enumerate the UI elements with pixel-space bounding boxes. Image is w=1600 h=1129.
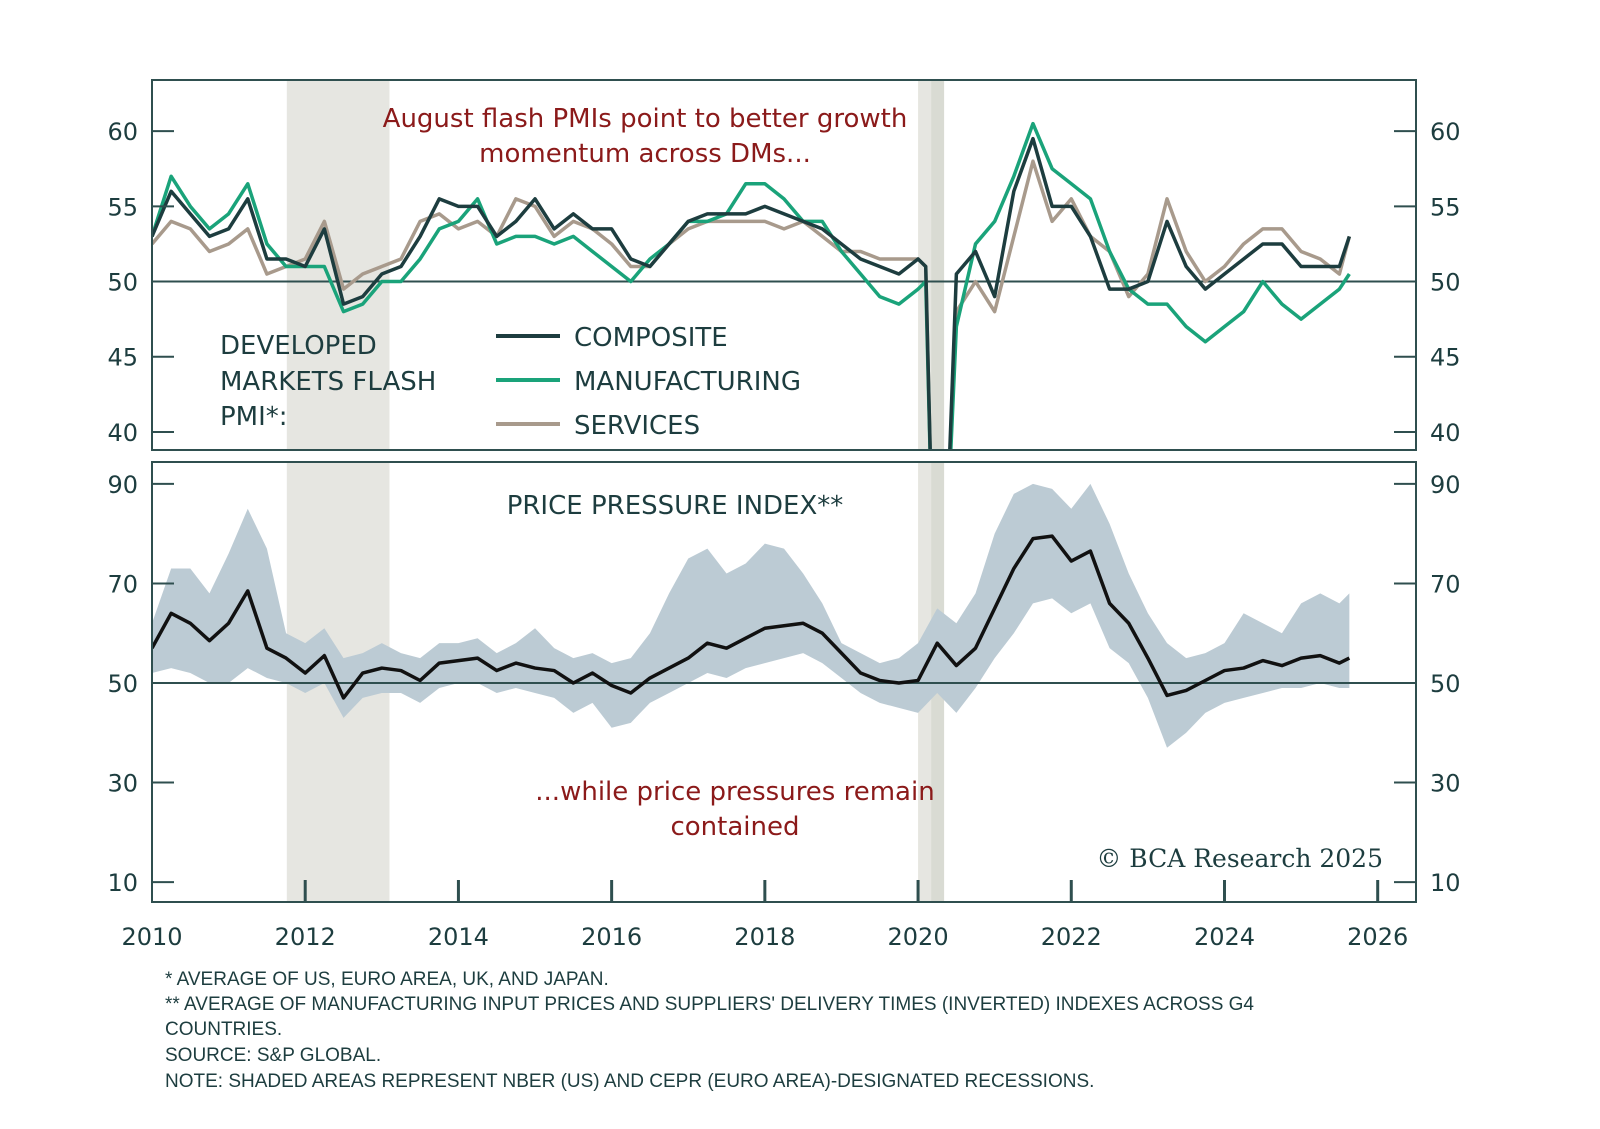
x-tick-label: 2016 [581, 923, 642, 951]
x-tick-label: 2018 [734, 923, 795, 951]
y-tick-label-right: 55 [1430, 193, 1461, 221]
y-tick-label-right: 90 [1430, 471, 1461, 499]
y-tick-label-left: 40 [107, 419, 138, 447]
y-tick-label-right: 45 [1430, 344, 1461, 372]
x-tick-label: 2014 [428, 923, 489, 951]
x-tick-label: 2024 [1194, 923, 1255, 951]
series-line-manufacturing [152, 121, 1351, 450]
price-range-band-layer [152, 483, 1350, 748]
x-tick-label: 2012 [275, 923, 336, 951]
top-panel-title-line-3: PMI*: [220, 402, 288, 432]
y-tick-label-left: 60 [107, 118, 138, 146]
footnote-1: * AVERAGE OF US, EURO AREA, UK, AND JAPA… [165, 969, 609, 990]
top-panel-title-line-2: MARKETS FLASH [220, 367, 436, 397]
y-tick-label-right: 70 [1430, 570, 1461, 598]
x-tick-label: 2022 [1041, 923, 1102, 951]
top-panel-frame [151, 79, 1417, 451]
bottom-annotation-line-1: ...while price pressures remain [535, 777, 934, 807]
pmi-lines [152, 121, 1352, 450]
legend-label-services: SERVICES [574, 411, 700, 441]
copyright-logo: © BCA Research 2025 [1096, 844, 1383, 873]
recession-band [931, 80, 945, 450]
y-tick-label-right: 50 [1430, 269, 1461, 297]
price-pressure-range-band [152, 483, 1350, 748]
x-tick-label: 2010 [121, 923, 182, 951]
legend-label-manufacturing: MANUFACTURING [574, 367, 801, 397]
series-line-composite [152, 136, 1352, 450]
y-tick-label-left: 50 [107, 269, 138, 297]
y-tick-label-left: 50 [107, 670, 138, 698]
top-panel-title-line-1: DEVELOPED [220, 331, 377, 361]
footnote-2: ** AVERAGE OF MANUFACTURING INPUT PRICES… [165, 994, 1254, 1015]
footnotes: * AVERAGE OF US, EURO AREA, UK, AND JAPA… [165, 969, 1254, 1092]
recession-note: NOTE: SHADED AREAS REPRESENT NBER (US) A… [165, 1071, 1094, 1092]
y-tick-label-left: 45 [107, 344, 138, 372]
bottom-annotation-line-2: contained [670, 812, 799, 842]
y-tick-label-left: 30 [107, 770, 138, 798]
top-annotation-line-1: August flash PMIs point to better growth [383, 104, 908, 134]
y-tick-label-right: 50 [1430, 670, 1461, 698]
price-pressure-index-line [152, 534, 1351, 700]
series-line-services [152, 159, 1352, 450]
y-tick-label-left: 55 [107, 193, 138, 221]
source-note: SOURCE: S&P GLOBAL. [165, 1045, 381, 1066]
x-tick-label: 2026 [1347, 923, 1408, 951]
y-tick-label-right: 60 [1430, 118, 1461, 146]
axes: 40 40 45 45 50 50 55 55 60 60 10 10 30 30 50 50 70 70 90 90… [107, 118, 1460, 951]
x-tick-label: 2020 [888, 923, 949, 951]
y-tick-label-right: 10 [1430, 869, 1461, 897]
top-annotation-line-2: momentum across DMs... [479, 139, 811, 169]
legend: COMPOSITE MANUFACTURING SERVICES [496, 323, 801, 441]
price-pressure-lines [152, 534, 1351, 700]
y-tick-label-left: 70 [107, 570, 138, 598]
y-tick-label-right: 40 [1430, 419, 1461, 447]
y-tick-label-left: 90 [107, 471, 138, 499]
footnote-2-cont: COUNTRIES. [165, 1019, 282, 1040]
legend-label-composite: COMPOSITE [574, 323, 728, 353]
bottom-panel-title: PRICE PRESSURE INDEX** [507, 491, 844, 521]
y-tick-label-right: 30 [1430, 770, 1461, 798]
y-tick-label-left: 10 [107, 869, 138, 897]
